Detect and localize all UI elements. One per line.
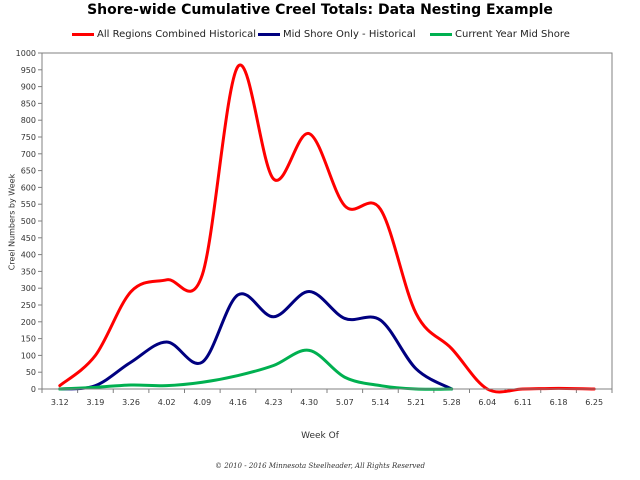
x-axis-ticks: 3.12 3.19 3.26 4.02 4.09 4.16 4.23 4.30 5.07 5.14… [41, 389, 613, 407]
series-line-all-regions [58, 63, 596, 394]
legend-swatch-mid-shore-historical [258, 32, 280, 36]
plot-area-border [41, 52, 613, 390]
series-line-current-year [58, 348, 454, 391]
x-tick-label: 4.23 [265, 398, 283, 407]
x-tick-label: 4.16 [229, 398, 247, 407]
y-tick-label: 950 [21, 66, 36, 75]
x-tick-label: 3.26 [122, 398, 140, 407]
y-tick-label: 300 [21, 284, 36, 293]
legend-label-mid-shore-historical: Mid Shore Only - Historical [283, 28, 416, 40]
series-line-mid-shore-historical [58, 290, 454, 391]
legend-label-all-regions: All Regions Combined Historical [97, 28, 257, 40]
y-tick-label: 400 [21, 251, 36, 260]
legend: All Regions Combined Historical Mid Shor… [0, 26, 640, 42]
y-tick-label: 50 [26, 368, 36, 377]
x-tick-label: 6.25 [585, 398, 603, 407]
legend-item-current-year: Current Year Mid Shore [430, 26, 570, 42]
y-tick-label: 1000 [16, 49, 36, 58]
legend-item-mid-shore-historical: Mid Shore Only - Historical [258, 26, 416, 42]
copyright-notice: © 2010 - 2016 Minnesota Steelheader, All… [214, 462, 426, 470]
x-tick-label: 6.04 [478, 398, 496, 407]
y-tick-label: 200 [21, 318, 36, 327]
x-axis-label: Week Of [301, 431, 339, 441]
x-tick-label: 6.18 [550, 398, 568, 407]
x-tick-label: 6.11 [514, 398, 532, 407]
y-tick-label: 900 [21, 83, 36, 92]
x-tick-label: 5.14 [372, 398, 390, 407]
x-tick-label: 5.28 [443, 398, 461, 407]
y-tick-label: 850 [21, 99, 36, 108]
chart-title: Shore-wide Cumulative Creel Totals: Data… [87, 2, 553, 18]
x-tick-label: 4.30 [300, 398, 318, 407]
y-tick-label: 0 [31, 385, 36, 394]
legend-label-current-year: Current Year Mid Shore [455, 28, 570, 40]
y-tick-label: 650 [21, 167, 36, 176]
y-tick-label: 800 [21, 116, 36, 125]
y-axis-label: Creel Numbers by Week [7, 173, 17, 271]
y-tick-label: 750 [21, 133, 36, 142]
legend-swatch-all-regions [72, 32, 94, 36]
x-tick-label: 3.19 [87, 398, 105, 407]
y-tick-label: 700 [21, 150, 36, 159]
legend-swatch-current-year [430, 32, 452, 36]
y-axis-ticks: 0 50 100 150 200 250 300 350 400 450 500 550 600 650 7… [16, 49, 42, 394]
x-tick-label: 3.12 [51, 398, 69, 407]
y-tick-label: 450 [21, 234, 36, 243]
x-tick-label: 5.07 [336, 398, 354, 407]
legend-item-all-regions: All Regions Combined Historical [72, 26, 256, 42]
y-tick-label: 250 [21, 301, 36, 310]
x-tick-label: 4.02 [158, 398, 176, 407]
y-tick-label: 600 [21, 183, 36, 192]
x-tick-label: 4.09 [193, 398, 211, 407]
x-tick-label: 5.21 [407, 398, 425, 407]
y-tick-label: 100 [21, 351, 36, 360]
series-lines [58, 63, 596, 394]
y-tick-label: 550 [21, 200, 36, 209]
y-tick-label: 500 [21, 217, 36, 226]
y-tick-label: 150 [21, 335, 36, 344]
y-tick-label: 350 [21, 267, 36, 276]
